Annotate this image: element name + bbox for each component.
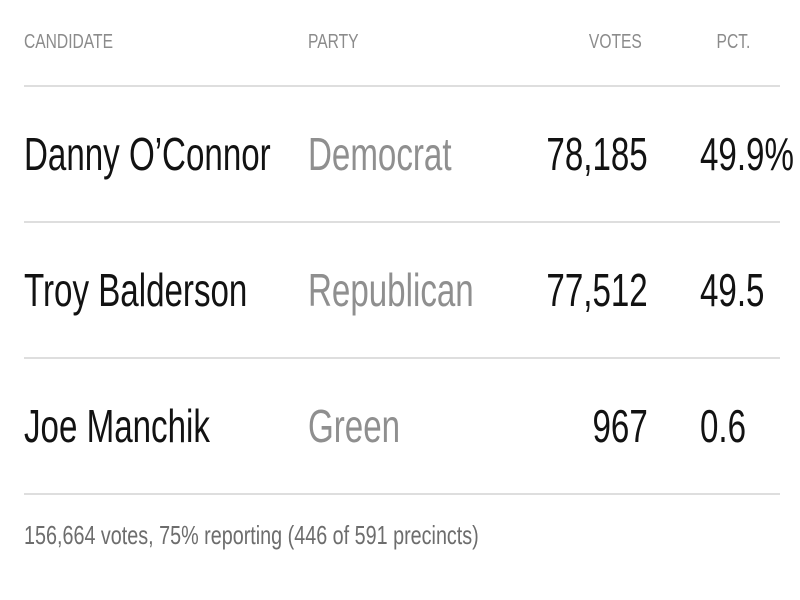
reporting-summary: 156,664 votes, 75% reporting (446 of 591… bbox=[24, 520, 479, 550]
candidate-name: Joe Manchik bbox=[24, 400, 210, 452]
header-candidate: CANDIDATE bbox=[24, 31, 113, 53]
candidate-votes: 78,185 bbox=[546, 128, 648, 180]
table-header-row: CANDIDATE PARTY VOTES PCT. bbox=[24, 0, 780, 87]
candidate-party: Democrat bbox=[308, 128, 452, 180]
candidate-pct: 49.9% bbox=[700, 128, 794, 180]
header-pct: PCT. bbox=[716, 31, 750, 53]
candidate-party: Green bbox=[308, 400, 401, 452]
header-votes: VOTES bbox=[589, 31, 642, 53]
candidate-name: Troy Balderson bbox=[24, 264, 248, 316]
candidate-pct: 0.6 bbox=[700, 400, 747, 452]
candidate-party: Republican bbox=[308, 264, 474, 316]
table-row: Troy Balderson Republican 77,512 49.5 bbox=[24, 222, 780, 359]
table-row: Danny O’Connor Democrat 78,185 49.9% bbox=[24, 86, 794, 223]
candidate-votes: 77,512 bbox=[546, 264, 648, 316]
header-party: PARTY bbox=[308, 31, 359, 53]
candidate-votes: 967 bbox=[592, 400, 648, 452]
candidate-pct: 49.5 bbox=[700, 264, 765, 316]
table-row: Joe Manchik Green 967 0.6 bbox=[24, 358, 780, 495]
candidate-name: Danny O’Connor bbox=[24, 128, 271, 180]
